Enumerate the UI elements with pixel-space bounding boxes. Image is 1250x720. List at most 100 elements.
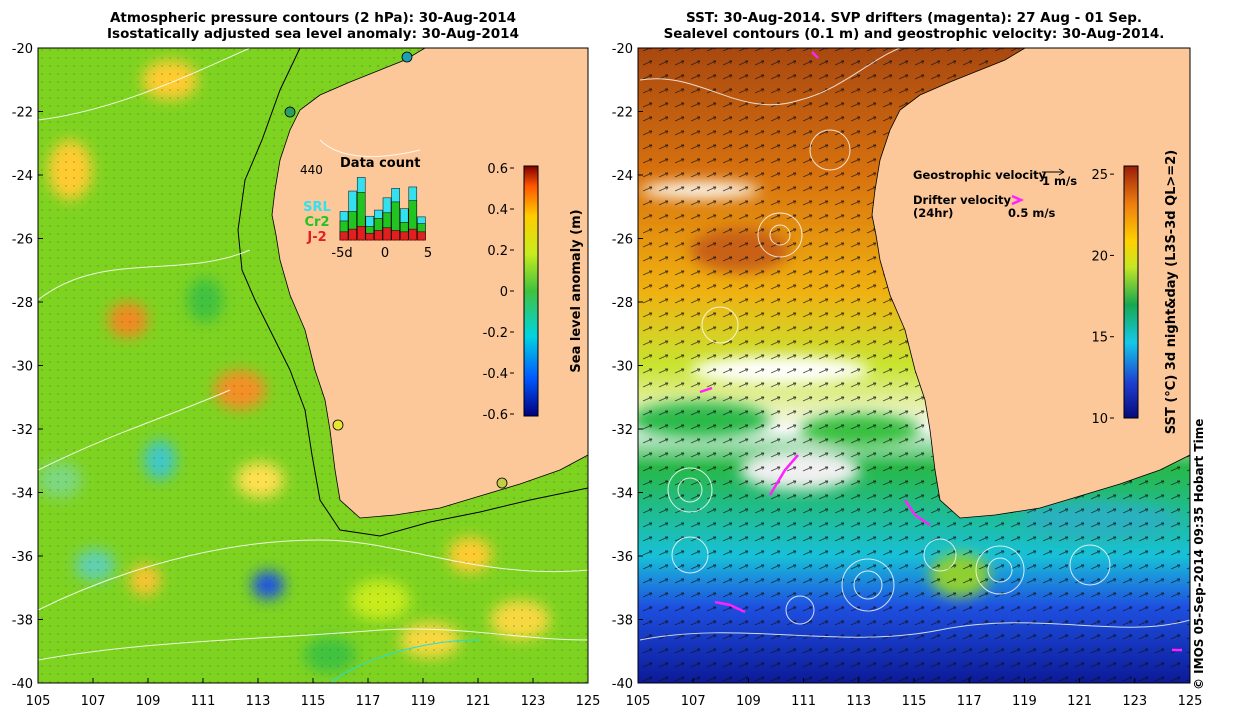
lat-tick-label: -32	[612, 423, 633, 438]
sla-colorbar-ticks: 0.6 0.4 0.2 0 -0.2 -0.4 -0.6	[483, 162, 514, 423]
sst-colorbar-scale	[1123, 165, 1139, 419]
lon-tick-label: 121	[466, 694, 491, 709]
colorbar-tick-label: 0.2	[487, 244, 508, 259]
inset-bar-j2	[382, 227, 392, 241]
colorbar-tick-label: 10	[1091, 412, 1108, 427]
left-map	[38, 48, 588, 683]
sst-colorbar: 25 20 15 10 SST (°C) 3d night&day (L3S-3d Q…	[1091, 150, 1179, 434]
inset-bar-j2	[399, 231, 409, 241]
lat-tick-label: -26	[12, 233, 33, 248]
colorbar-tick-label: 0.4	[487, 203, 508, 218]
geostrophic-scale-arrow	[1042, 168, 1065, 176]
lat-tick-label: -34	[612, 487, 633, 502]
lat-tick-label: -30	[12, 360, 33, 375]
lon-tick-label: 111	[191, 694, 216, 709]
drifter-label: Drifter velocity	[913, 193, 1012, 207]
sealevel-contours	[639, 48, 1190, 641]
inset-bar-j2	[417, 231, 426, 241]
lat-tick-label: -38	[612, 614, 633, 629]
inset-bars	[339, 177, 426, 241]
lon-tick-label: 107	[81, 694, 106, 709]
inset-bar-j2	[348, 228, 357, 241]
lat-tick-label: -34	[12, 487, 33, 502]
inset-title: Data count	[340, 156, 420, 171]
australia-land-right	[871, 48, 1190, 519]
lon-tick-label: 115	[902, 694, 927, 709]
inset-x-tick: 5	[424, 246, 432, 261]
right-title-line1: SST: 30-Aug-2014. SVP drifters (magenta)…	[685, 10, 1143, 26]
lon-tick-label: 123	[1122, 694, 1147, 709]
inset-legend-srl: SRL	[303, 200, 331, 215]
inset-bar-j2	[339, 231, 349, 241]
lon-tick-label: 107	[681, 694, 706, 709]
left-title-line1: Atmospheric pressure contours (2 hPa): 3…	[109, 10, 517, 26]
sla-colorbar-scale	[523, 165, 539, 417]
colorbar-tick-label: 15	[1091, 331, 1108, 346]
colorbar-tick-label: 0.6	[487, 162, 508, 177]
credit-text: © IMOS 05-Sep-2014 09:35 Hobart Time	[1192, 418, 1206, 690]
lon-tick-label: 113	[846, 694, 871, 709]
drifter-scale-arrow	[1011, 194, 1025, 206]
drifter-tracks	[699, 51, 1182, 652]
lat-tick-label: -36	[612, 550, 633, 565]
inset-max-label: 440	[300, 163, 323, 177]
inset-legend-j-2: J-2	[306, 230, 326, 245]
lon-tick-label: 119	[1012, 694, 1037, 709]
colorbar-tick-label: 0	[500, 285, 508, 300]
colorbar-tick-label: -0.2	[483, 326, 508, 341]
lat-tick-label: -26	[612, 233, 633, 248]
sla-colorbar: 0.6 0.4 0.2 0 -0.2 -0.4 -0.6 Sea level anomaly…	[483, 162, 584, 423]
sla-colorbar-label: Sea level anomaly (m)	[569, 209, 584, 372]
drifter-sub-label: (24hr)	[913, 206, 953, 220]
inset-legend-cr2: Cr2	[305, 215, 330, 230]
pressure-contours	[38, 48, 588, 661]
lat-tick-label: -22	[12, 106, 33, 121]
lon-tick-label: 109	[136, 694, 161, 709]
lat-tick-label: -30	[612, 360, 633, 375]
lat-tick-label: -22	[612, 106, 633, 121]
inset-x-tick: -5d	[331, 246, 352, 261]
lon-tick-label: 117	[356, 694, 381, 709]
drifter-scale: 0.5 m/s	[1008, 206, 1056, 220]
velocity-legend: Geostrophic velocity 1 m/s Drifter veloc…	[913, 168, 1077, 220]
lon-tick-label: 125	[576, 694, 601, 709]
lat-tick-label: -32	[12, 423, 33, 438]
lon-tick-label: 111	[791, 694, 816, 709]
lat-tick-label: -28	[612, 296, 633, 311]
right-map	[638, 48, 1190, 683]
lat-tick-label: -40	[612, 677, 633, 692]
inset-bar-j2	[391, 230, 400, 241]
inset-bar-j2	[356, 226, 366, 241]
lat-tick-label: -36	[12, 550, 33, 565]
lat-tick-label: -20	[12, 42, 33, 57]
inset-bar-j2	[365, 232, 375, 241]
bathymetry-contour	[237, 48, 588, 537]
inset-x-ticks: -5d 0 5	[331, 246, 432, 261]
colorbar-tick-label: 25	[1091, 168, 1108, 183]
lon-tick-label: 113	[246, 694, 271, 709]
right-title-line2: Sealevel contours (0.1 m) and geostrophi…	[663, 26, 1165, 42]
left-title-line2: Isostatically adjusted sea level anomaly…	[107, 26, 519, 42]
lon-tick-label: 105	[26, 694, 51, 709]
lon-tick-label: 121	[1067, 694, 1092, 709]
left-panel-title: Atmospheric pressure contours (2 hPa): 3…	[38, 10, 588, 42]
sst-colorbar-ticks: 25 20 15 10	[1091, 168, 1114, 427]
lon-tick-label: 117	[957, 694, 982, 709]
geostrophic-scale: 1 m/s	[1042, 174, 1077, 188]
geostrophic-label: Geostrophic velocity	[913, 168, 1047, 182]
inset-bar-j2	[408, 228, 418, 241]
lon-tick-label: 109	[736, 694, 761, 709]
right-panel-title: SST: 30-Aug-2014. SVP drifters (magenta)…	[638, 10, 1190, 42]
lat-tick-label: -38	[12, 614, 33, 629]
lon-tick-label: 115	[301, 694, 326, 709]
inset-x-tick: 0	[381, 246, 389, 261]
lon-tick-label: 125	[1178, 694, 1203, 709]
colorbar-tick-label: -0.4	[483, 367, 508, 382]
australia-land-left	[271, 48, 588, 519]
tide-gauges	[284, 51, 508, 489]
lat-tick-label: -28	[12, 296, 33, 311]
